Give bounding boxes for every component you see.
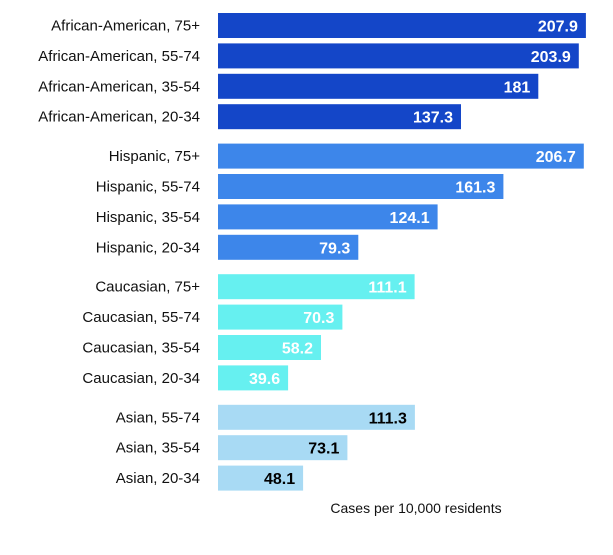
- category-label: Caucasian, 20-34: [82, 370, 200, 387]
- category-label: Caucasian, 75+: [95, 279, 200, 296]
- bars-layer: African-American, 75+ 207.9 African-Americ…: [38, 13, 586, 491]
- bar: [218, 43, 579, 69]
- bar: [218, 143, 584, 169]
- value-label: 207.9: [538, 19, 578, 36]
- bar: [218, 234, 359, 260]
- bar: [218, 465, 304, 491]
- value-label: 39.6: [249, 371, 280, 388]
- category-label: African-American, 55-74: [38, 48, 200, 65]
- bar: [218, 304, 343, 330]
- value-label: 161.3: [455, 180, 495, 197]
- category-label: Asian, 55-74: [116, 409, 200, 426]
- category-label: Hispanic, 75+: [109, 148, 201, 165]
- value-label: 111.1: [368, 280, 406, 297]
- value-label: 73.1: [308, 441, 339, 458]
- value-label: 206.7: [536, 149, 576, 166]
- value-label: 111.3: [369, 410, 407, 427]
- value-label: 124.1: [390, 210, 430, 227]
- value-label: 70.3: [303, 310, 334, 327]
- bar: [218, 104, 461, 130]
- x-axis-label: Cases per 10,000 residents: [330, 500, 501, 516]
- category-label: Hispanic, 20-34: [96, 239, 200, 256]
- value-label: 137.3: [413, 110, 453, 127]
- value-label: 48.1: [264, 471, 295, 488]
- category-label: African-American, 20-34: [38, 109, 200, 126]
- bar: [218, 274, 415, 300]
- value-label: 58.2: [282, 341, 313, 358]
- bar: [218, 335, 321, 360]
- bar: [218, 404, 415, 430]
- category-label: African-American, 35-54: [38, 78, 200, 95]
- category-label: Caucasian, 55-74: [82, 309, 200, 326]
- bar: [218, 435, 348, 461]
- category-label: Asian, 35-54: [116, 440, 200, 457]
- value-label: 203.9: [531, 49, 571, 66]
- bar: [218, 204, 438, 230]
- value-label: 79.3: [319, 240, 350, 257]
- category-label: Hispanic, 55-74: [96, 179, 200, 196]
- category-label: Caucasian, 35-54: [82, 340, 200, 357]
- bar: [218, 73, 539, 99]
- category-label: Hispanic, 35-54: [96, 209, 200, 226]
- category-label: African-American, 75+: [51, 18, 200, 35]
- bar: [218, 13, 586, 38]
- value-label: 181: [504, 79, 531, 96]
- bar: [218, 174, 504, 199]
- bar: [218, 365, 289, 391]
- category-label: Asian, 20-34: [116, 470, 200, 487]
